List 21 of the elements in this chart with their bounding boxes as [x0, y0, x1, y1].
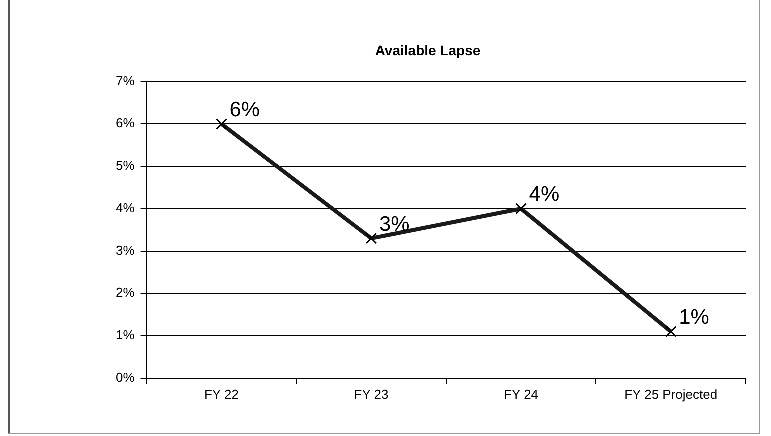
point — [366, 232, 378, 244]
y-tick-label: 6% — [116, 116, 136, 131]
x-tick-label: FY 25 Projected — [624, 386, 718, 402]
y-tick-label: 5% — [116, 158, 136, 174]
y-tick-label: 2% — [116, 285, 136, 300]
data-label: 1% — [679, 306, 710, 330]
point — [665, 326, 677, 338]
chart-title: Available Lapse — [375, 42, 481, 58]
y-tick-label: 0% — [116, 370, 136, 385]
data-label: 3% — [379, 212, 410, 236]
point — [516, 203, 527, 215]
y-tick-label: 3% — [116, 242, 136, 258]
y-tick-label: 7% — [116, 73, 136, 88]
x-tick-label: FY 23 — [354, 386, 389, 402]
point — [216, 118, 228, 130]
data-label: 4% — [529, 183, 560, 206]
y-tick-label: 4% — [116, 200, 136, 216]
y-tick-label: 1% — [116, 328, 136, 343]
x-tick-label: FY 22 — [204, 386, 239, 402]
x-tick-label: FY 24 — [504, 386, 539, 402]
data-label: 6% — [230, 98, 260, 122]
